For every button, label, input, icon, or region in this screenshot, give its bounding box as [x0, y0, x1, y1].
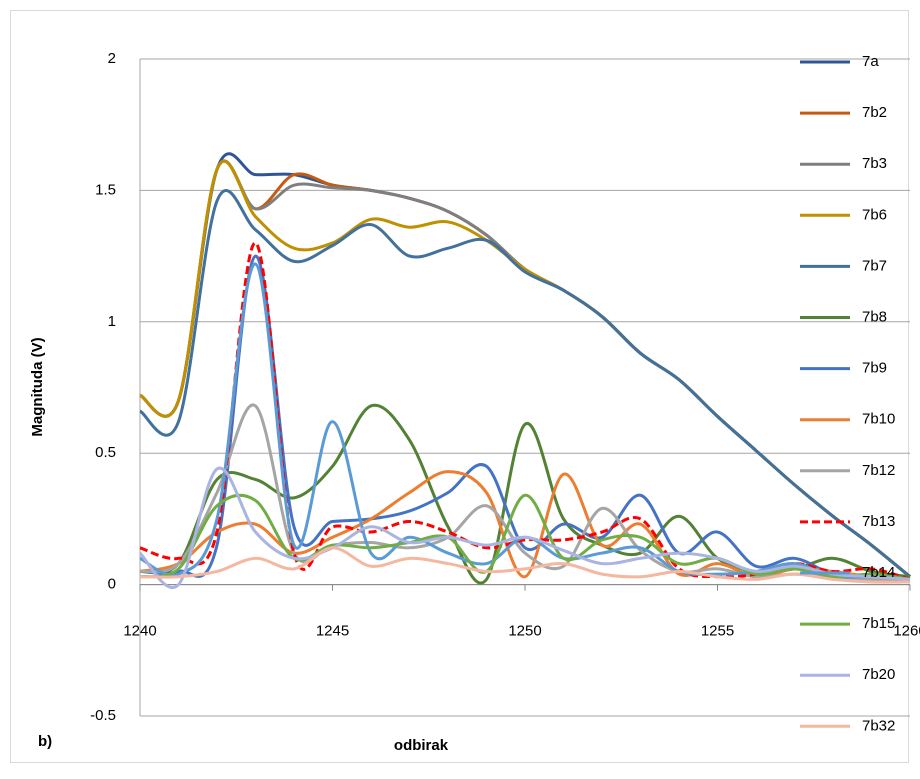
legend-label: 7b6: [862, 206, 887, 223]
y-tick-label: -0.5: [90, 707, 116, 724]
legend-label: 7b10: [862, 411, 895, 428]
chart-border: [10, 10, 909, 763]
legend-label: 7b12: [862, 462, 895, 479]
y-tick-label: 0: [108, 576, 116, 593]
legend-label: 7b15: [862, 615, 895, 632]
series-line: [138, 466, 911, 589]
legend-label: 7b7: [862, 257, 887, 274]
x-tick-label: 1255: [701, 623, 734, 640]
x-tick-label: 1245: [316, 623, 349, 640]
series-line: [139, 189, 911, 578]
legend-label: 7b13: [862, 513, 895, 530]
series-line: [139, 546, 911, 584]
x-axis-title: odbirak: [394, 737, 449, 754]
y-tick-label: 0.5: [95, 444, 116, 461]
y-axis-title: Magnituda (V): [29, 337, 46, 436]
legend-label: 7b20: [862, 666, 895, 683]
y-tick-label: 2: [108, 50, 116, 67]
legend-label: 7a: [862, 53, 879, 70]
y-tick-label: 1: [108, 313, 116, 330]
x-tick-label: 1240: [123, 623, 156, 640]
annotation: b): [38, 733, 52, 750]
legend-label: 7b8: [862, 308, 887, 325]
x-tick-label: 1260: [893, 623, 920, 640]
legend-label: 7b14: [862, 564, 895, 581]
series-line: [139, 493, 911, 581]
legend-label: 7b9: [862, 360, 887, 377]
legend-label: 7b2: [862, 104, 887, 121]
series-line: [139, 241, 911, 581]
x-tick-label: 1250: [508, 623, 541, 640]
y-tick-label: 1.5: [95, 181, 116, 198]
legend-label: 7b32: [862, 717, 895, 734]
legend-label: 7b3: [862, 155, 887, 172]
